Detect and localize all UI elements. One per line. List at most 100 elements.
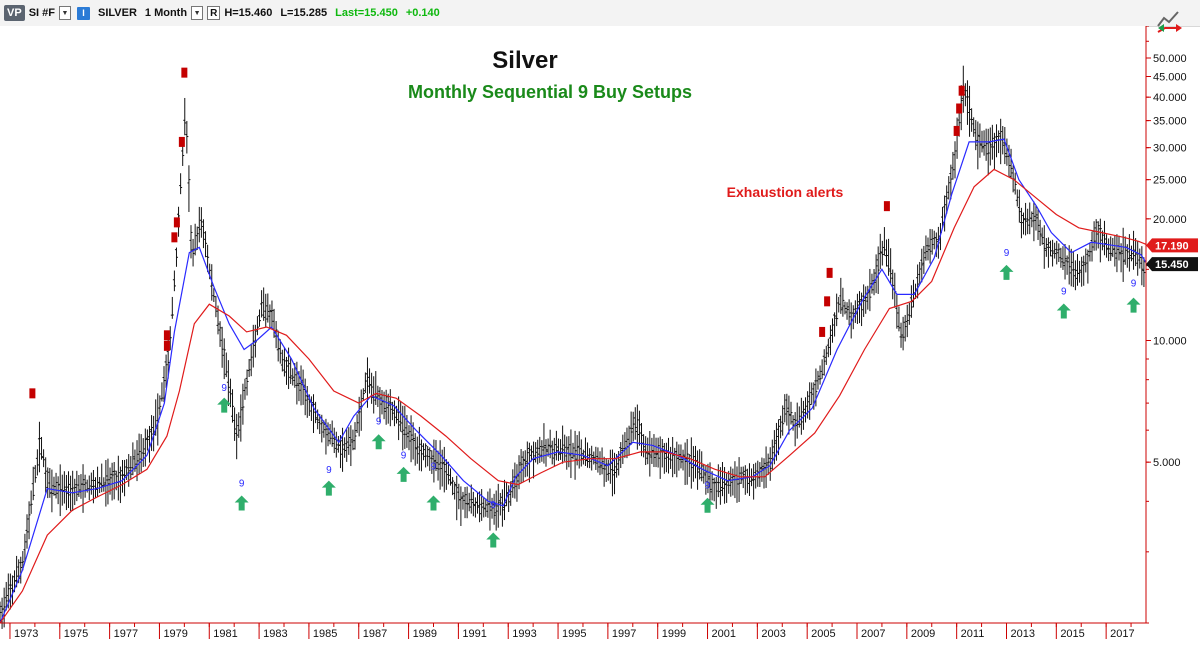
y-axis: 50.000 45.000 40.000 35.000 30.000 25.000 20.0… bbox=[1146, 26, 1187, 624]
vp-button[interactable]: VP bbox=[4, 5, 25, 21]
chart-title: Silver bbox=[492, 47, 557, 74]
indicator-button[interactable]: I bbox=[76, 6, 90, 20]
y-tick-label: 10.000 bbox=[1153, 336, 1187, 348]
setup-nine-label: 9 bbox=[376, 416, 382, 427]
x-tick-label: 1989 bbox=[413, 628, 437, 640]
price-badge: 15.450 bbox=[1146, 257, 1198, 272]
exhaustion-alert-marker bbox=[171, 232, 178, 243]
y-tick-label: 35.000 bbox=[1153, 116, 1187, 128]
interval-label[interactable]: 1 Month bbox=[144, 7, 188, 19]
price-badges: 17.190 15.450 bbox=[1146, 238, 1198, 272]
exhaustion-alert-marker bbox=[958, 85, 965, 96]
buy-arrow-icon bbox=[1056, 303, 1071, 319]
y-tick-label: 20.000 bbox=[1153, 214, 1187, 226]
buy-arrow-icon bbox=[217, 397, 232, 413]
exhaustion-alert-marker bbox=[824, 296, 831, 307]
x-tick-label: 1979 bbox=[163, 628, 187, 640]
exhaustion-alert-marker bbox=[819, 326, 826, 337]
buy-arrow-icon bbox=[426, 495, 441, 511]
exhaustion-alert-markers bbox=[29, 67, 965, 399]
x-axis: 1973 1975 1977 1979 1981 1983 1985 1987 1989 1991… bbox=[9, 623, 1135, 640]
x-tick-label: 1999 bbox=[662, 628, 686, 640]
x-tick-label: 2001 bbox=[712, 628, 736, 640]
price-badge-bg bbox=[1146, 257, 1198, 272]
exhaustion-alert-marker bbox=[953, 125, 960, 136]
x-tick-label: 2003 bbox=[761, 628, 785, 640]
setup-nine-label: 9 bbox=[1131, 279, 1137, 290]
x-tick-label: 1987 bbox=[363, 628, 387, 640]
x-tick-label: 2005 bbox=[811, 628, 835, 640]
buy-arrow-icon bbox=[999, 264, 1014, 280]
chart-toolbar: VP SI #F ▼ I SILVER 1 Month ▼ R H=15.460… bbox=[0, 0, 1200, 27]
y-tick-label: 25.000 bbox=[1153, 175, 1187, 187]
moving-average-line-1 bbox=[0, 138, 1147, 624]
buy-arrow-icon bbox=[486, 532, 501, 548]
setup-nine-label: 9 bbox=[431, 461, 437, 472]
symbol-label[interactable]: SI #F bbox=[28, 7, 55, 19]
x-tick-label: 1995 bbox=[562, 628, 586, 640]
buy-arrow-icon bbox=[234, 495, 249, 511]
x-tick-label: 1983 bbox=[263, 628, 287, 640]
x-tick-label: 2007 bbox=[861, 628, 885, 640]
buy-arrow-icon bbox=[700, 497, 715, 513]
price-badge: 17.190 bbox=[1146, 238, 1198, 253]
moving-average-line-2 bbox=[0, 168, 1147, 624]
y-tick-label: 50.000 bbox=[1153, 53, 1187, 65]
exhaustion-alert-marker bbox=[826, 267, 833, 278]
x-tick-label: 2015 bbox=[1060, 628, 1084, 640]
x-tick-label: 1991 bbox=[462, 628, 486, 640]
setup-nine-label: 9 bbox=[221, 383, 227, 394]
x-tick-label: 1975 bbox=[64, 628, 88, 640]
buy-arrow-icon bbox=[396, 466, 411, 482]
y-tick-label: 5.000 bbox=[1153, 457, 1181, 469]
x-tick-label: 2011 bbox=[961, 628, 985, 640]
exhaustion-alert-marker bbox=[29, 388, 36, 399]
y-tick-label: 30.000 bbox=[1153, 143, 1187, 155]
x-tick-label: 1981 bbox=[213, 628, 237, 640]
setup-nine-label: 9 bbox=[490, 500, 496, 511]
buy-arrow-icon bbox=[371, 434, 386, 450]
setup-nine-label: 9 bbox=[239, 479, 245, 490]
price-badge-label: 15.450 bbox=[1155, 259, 1189, 271]
exhaustion-alert-marker bbox=[956, 103, 963, 114]
chart-compare-icon[interactable] bbox=[1156, 6, 1182, 34]
exhaustion-alert-marker bbox=[181, 67, 188, 78]
x-tick-label: 1977 bbox=[114, 628, 138, 640]
high-value: H=15.460 bbox=[224, 7, 273, 19]
setup-nine-label: 9 bbox=[1004, 248, 1010, 259]
setup-nine-label: 9 bbox=[705, 481, 711, 492]
x-tick-label: 1985 bbox=[313, 628, 337, 640]
last-value: Last=15.450 bbox=[335, 7, 398, 19]
exhaustion-alert-marker bbox=[163, 340, 170, 351]
x-tick-label: 2013 bbox=[1010, 628, 1034, 640]
exhaustion-alert-marker bbox=[163, 330, 170, 341]
price-badge-label: 17.190 bbox=[1155, 240, 1189, 252]
ohlc-bars bbox=[0, 65, 1148, 629]
setup-nine-label: 9 bbox=[326, 465, 332, 476]
range-button[interactable]: R bbox=[207, 6, 221, 20]
chart-subtitle: Monthly Sequential 9 Buy Setups bbox=[408, 82, 692, 102]
buy-arrow-icon bbox=[321, 480, 336, 496]
setup-nine-label: 9 bbox=[401, 451, 407, 462]
price-badge-bg bbox=[1146, 238, 1198, 253]
exhaustion-alert-marker bbox=[173, 217, 180, 228]
setup-nine-label: 9 bbox=[1061, 286, 1067, 297]
instrument-name: SILVER bbox=[97, 7, 137, 19]
y-tick-label: 45.000 bbox=[1153, 71, 1187, 83]
x-tick-label: 2017 bbox=[1110, 628, 1134, 640]
y-tick-label: 40.000 bbox=[1153, 92, 1187, 104]
buy-arrow-icon bbox=[1126, 297, 1141, 313]
price-chart: 9 9 9 9 9 9 9 9 9 9 9 50.000 45.000 40.000 35.000 30.0… bbox=[0, 26, 1198, 640]
exhaustion-alert-marker bbox=[178, 136, 185, 147]
low-value: L=15.285 bbox=[280, 7, 328, 19]
interval-dropdown[interactable]: ▼ bbox=[191, 6, 204, 20]
buy-setup-markers: 9 9 9 9 9 9 9 9 9 9 9 bbox=[217, 248, 1141, 548]
moving-averages bbox=[0, 138, 1147, 624]
x-tick-label: 1973 bbox=[14, 628, 38, 640]
symbol-dropdown[interactable]: ▼ bbox=[58, 6, 71, 20]
x-tick-label: 1993 bbox=[512, 628, 536, 640]
x-tick-label: 2009 bbox=[911, 628, 935, 640]
change-value: +0.140 bbox=[405, 7, 440, 19]
exhaustion-alert-marker bbox=[883, 201, 890, 212]
x-tick-label: 1997 bbox=[612, 628, 636, 640]
